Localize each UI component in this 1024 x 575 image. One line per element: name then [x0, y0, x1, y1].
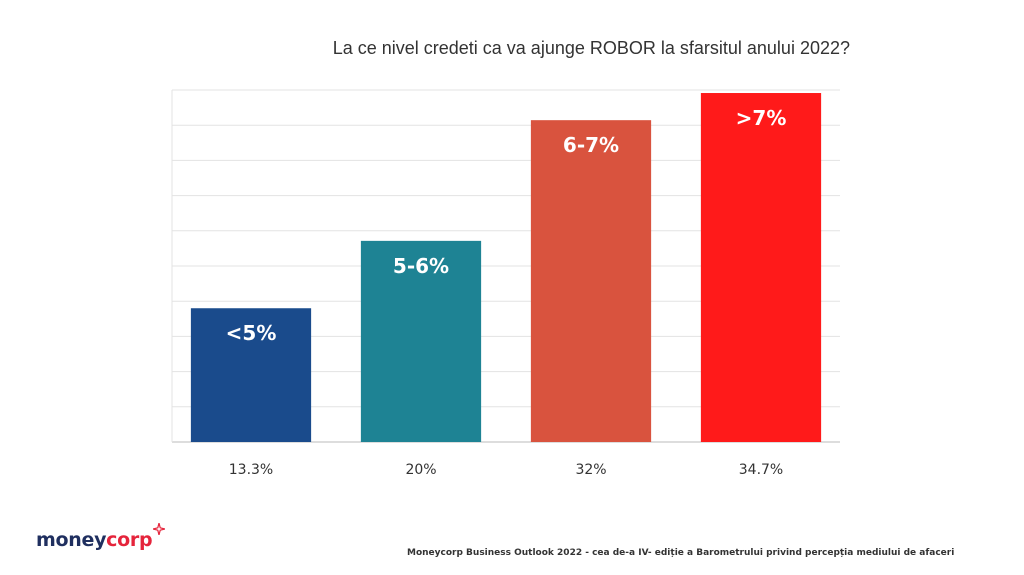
- bar-label-2: 5-6%: [393, 254, 449, 278]
- footer-note: Moneycorp Business Outlook 2022 - cea de…: [407, 548, 955, 558]
- bar-labels: <5% 5-6% 6-7% >7%: [226, 106, 787, 345]
- bar-2: [360, 240, 482, 442]
- logo-word-corp: corp: [106, 529, 153, 551]
- category-labels: 13.3% 20% 32% 34.7%: [229, 462, 783, 478]
- category-label-3: 32%: [575, 462, 606, 478]
- bar-label-1: <5%: [226, 321, 277, 345]
- bar-label-4: >7%: [736, 106, 787, 130]
- logo-word-money: money: [36, 529, 107, 551]
- bar-1: [190, 308, 312, 442]
- category-label-1: 13.3%: [229, 462, 273, 478]
- bars: [190, 93, 822, 443]
- category-label-4: 34.7%: [739, 462, 783, 478]
- chart-title: La ce nivel credeti ca va ajunge ROBOR l…: [332, 38, 850, 58]
- sparkle-icon: [153, 523, 166, 535]
- bar-3: [530, 120, 652, 443]
- category-label-2: 20%: [405, 462, 436, 478]
- bar-label-3: 6-7%: [563, 133, 619, 157]
- bar-4: [700, 93, 822, 442]
- moneycorp-logo: money corp: [36, 523, 166, 551]
